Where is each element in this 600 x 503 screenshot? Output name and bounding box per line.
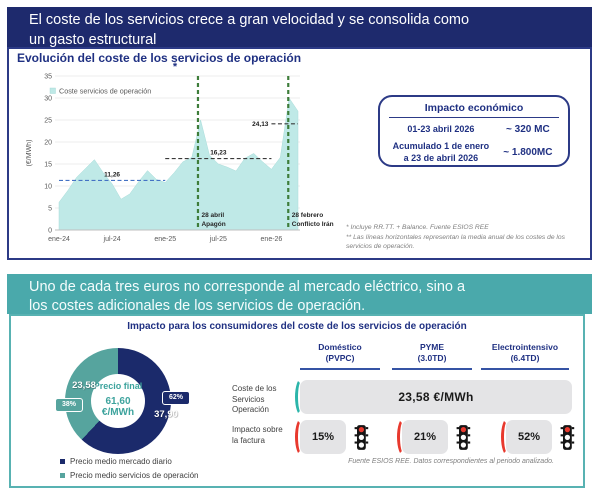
x-tick-label: jul-25 [209,236,227,243]
y-tick-label: 0 [48,228,52,235]
donut-badge-38: 38% [55,398,83,412]
column-header: Doméstico (PVPC) [300,342,380,371]
impact-row-value: ~ 1.800MC [503,147,553,158]
donut-legend-item: Precio medio mercado diario [60,457,199,466]
legend-label: Coste servicios de operación [59,87,151,96]
area-series-coste-servicios [58,97,299,231]
top-banner-title: El coste de los servicios crece a gran v… [7,7,592,48]
event-date-label: 28 febrero [292,212,323,219]
economic-impact-row: 01-23 abril 2026 ~ 320 MC [389,124,559,135]
bill-impact-cell: 52% [501,418,575,456]
x-tick-label: ene-24 [48,236,70,243]
impact-row-label: 01-23 abril 2026 [407,124,475,134]
impact-percent: 21% [413,431,437,443]
donut-legend: Precio medio mercado diario Precio medio … [60,457,199,485]
economic-impact-rows: 01-23 abril 2026 ~ 320 MC Acumulado 1 de e… [389,124,559,164]
teal-bracket-icon [295,378,308,416]
impact-row-label: Acumulado 1 de enero a 23 de abril 2026 [392,141,490,163]
y-tick-label: 5 [48,206,52,213]
y-axis-title: (€/MWh) [26,140,33,167]
bill-impact-cell: 15% [295,418,369,456]
evolution-chart-title: Evolución del coste de los servicios de … [17,51,302,65]
impact-row-value: ~ 320 MC [506,124,550,136]
operation-cost-chart: 0 5 10 15 20 25 30 35 (€/MWh) ene-24 jul-24 ene-25 j… [26,74,334,244]
impact-value-box: 52% [501,418,552,456]
donut-hole [91,374,145,428]
red-bracket-icon [501,418,514,456]
donut-label-servicios: 23,58 [72,380,96,391]
footnote-asterisk: * [172,61,178,73]
bottom-banner-title: Uno de cada tres euros no corresponde al… [7,274,592,314]
column-header: Electrointensivo (6.4TD) [481,342,569,371]
event-name-label: Conflicto Irán [292,221,334,228]
x-tick-label: jul-24 [103,236,121,243]
y-tick-label: 10 [44,184,52,191]
x-tick-label: ene-25 [154,236,176,243]
impact-value-box: 21% [397,418,448,456]
donut-center-label: Precio final 61,60 €/MWh [93,381,143,418]
cost-merged-box: 23,58 €/MWh [295,378,572,416]
economic-impact-row: Acumulado 1 de enero a 23 de abril 2026 ~… [389,141,559,164]
row-label-coste-servicios: Coste de los Servicios Operación [232,384,277,415]
red-bracket-icon [397,418,410,456]
consumer-impact-title: Impacto para los consumidores del coste … [127,321,467,332]
impact-percent: 15% [311,431,335,443]
economic-impact-title: Impacto económico [389,102,559,118]
donut-legend-item: Precio medio servicios de operación [60,471,199,480]
donut-badge-62: 62% [162,391,190,405]
avg-line-label: 11,26 [104,171,120,178]
footnote-text: ** Las líneas horizontales representan l… [346,234,565,251]
cost-merged-value: 23,58 €/MWh [398,390,474,404]
traffic-light-icon [455,424,471,451]
legend-swatch [60,473,65,478]
column-header: PYME (3.0TD) [392,342,472,371]
chart-footnotes: * Incluye RR.TT. + Balance. Fuente ESIOS… [346,223,586,252]
impact-percent: 52% [517,431,541,443]
footnote-text: * Incluye RR.TT. + Balance. Fuente ESIOS… [346,224,489,231]
y-tick-label: 30 [44,96,52,103]
table-source-note: Fuente ESIOS REE. Datos correspondientes… [348,458,554,465]
row-label-impacto-factura: Impacto sobre la factura [232,425,283,445]
red-bracket-icon [295,418,308,456]
event-name-label: Apagón [201,221,225,228]
economic-impact-box: Impacto económico 01-23 abril 2026 ~ 320 … [378,95,570,167]
donut-label-mercado: 37,90 [154,409,178,420]
x-tick-label: ene-26 [261,236,283,243]
impact-value-box: 15% [295,418,346,456]
event-date-label: 28 abril [201,212,224,219]
y-tick-label: 15 [44,162,52,169]
traffic-light-icon [559,424,575,451]
avg-line-label: 16,23 [210,150,227,157]
y-tick-label: 35 [44,74,52,81]
legend-label: Precio medio mercado diario [70,457,172,466]
bill-impact-cell: 21% [397,418,471,456]
y-tick-label: 20 [44,140,52,147]
legend-swatch [60,459,65,464]
legend-label: Precio medio servicios de operación [70,471,199,480]
avg-line-label: 24,13 [252,121,269,128]
legend-swatch [49,87,56,94]
traffic-light-icon [353,424,369,451]
y-tick-label: 25 [44,118,52,125]
